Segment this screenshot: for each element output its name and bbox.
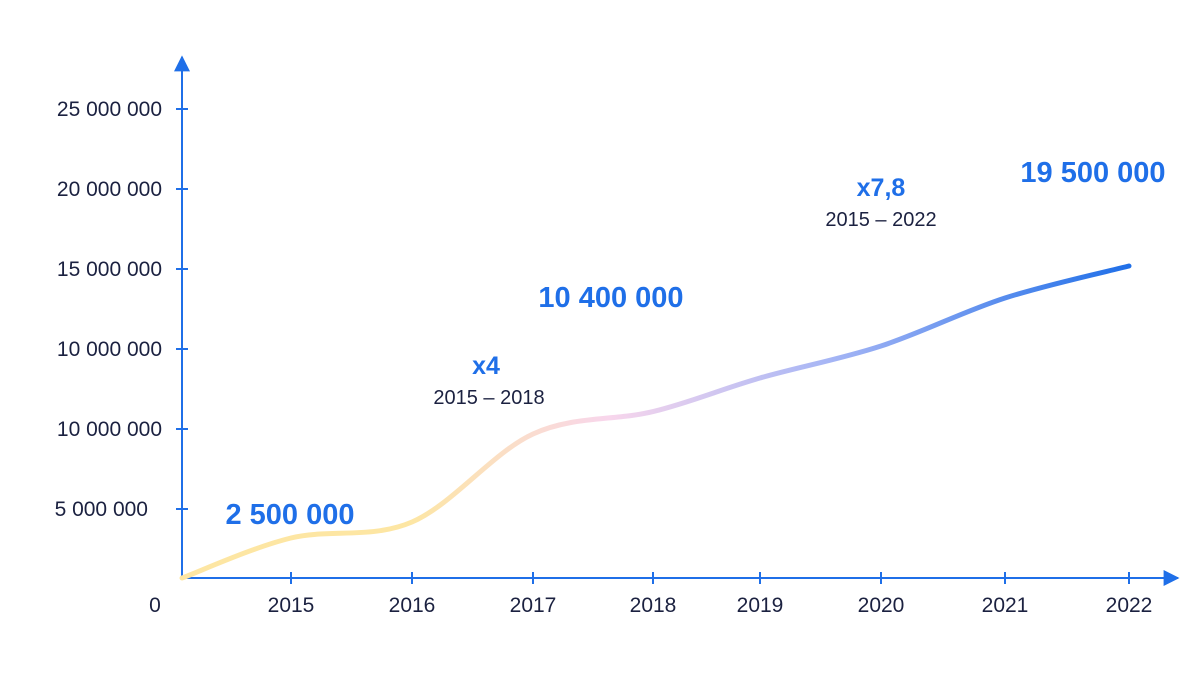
y-tick-label: 20 000 000 xyxy=(57,178,162,201)
x-tick-label: 2018 xyxy=(630,594,677,617)
range-label-2015-2022: 2015 – 2022 xyxy=(825,209,936,231)
multiplier-label-x7-8: x7,8 xyxy=(857,174,906,202)
x-tick-label: 2017 xyxy=(510,594,557,617)
x-tick-label: 2021 xyxy=(982,594,1029,617)
series-line xyxy=(179,263,1132,581)
y-tick-label: 15 000 000 xyxy=(57,258,162,281)
y-tick-label: 5 000 000 xyxy=(55,498,148,521)
y-ticks: 5 000 000 10 000 000 10 000 000 15 000 0… xyxy=(55,98,188,521)
value-label-2015: 2 500 000 xyxy=(225,499,354,531)
range-label-2015-2018: 2015 – 2018 xyxy=(433,387,544,409)
x-tick-label: 2022 xyxy=(1106,594,1153,617)
axes xyxy=(174,55,1180,586)
y-tick-label: 10 000 000 xyxy=(57,418,162,441)
origin-label: 0 xyxy=(149,594,161,617)
y-tick-label: 25 000 000 xyxy=(57,98,162,121)
x-tick-label: 2019 xyxy=(737,594,784,617)
y-tick-label: 10 000 000 xyxy=(57,338,162,361)
value-label-2022: 19 500 000 xyxy=(1020,157,1165,189)
annotations: 2 500 000 10 400 000 19 500 000 x4 2015 … xyxy=(225,157,1165,531)
x-tick-label: 2016 xyxy=(389,594,436,617)
x-tick-label: 2020 xyxy=(858,594,905,617)
x-ticks: 2015 2016 2017 2018 2019 2020 2021 2022 xyxy=(268,572,1153,617)
multiplier-label-x4: x4 xyxy=(472,352,500,380)
x-tick-label: 2015 xyxy=(268,594,315,617)
value-label-2018: 10 400 000 xyxy=(538,282,683,314)
